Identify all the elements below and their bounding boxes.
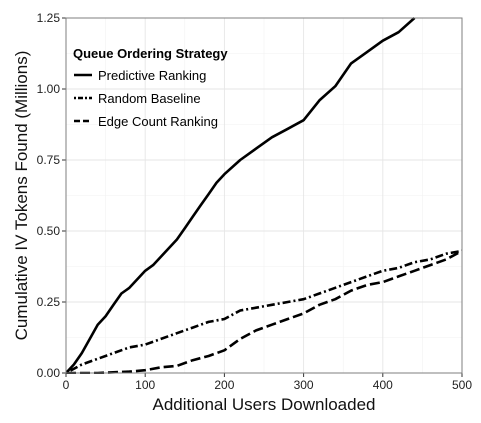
x-axis-title: Additional Users Downloaded — [152, 395, 375, 414]
legend-label-2: Random Baseline — [98, 91, 201, 106]
series-line-2 — [66, 249, 462, 374]
y-tick-label: 0.75 — [37, 153, 61, 167]
y-tick-label: 0.25 — [37, 295, 61, 309]
x-tick-label: 400 — [373, 378, 393, 392]
series-lines — [66, 17, 462, 374]
y-tick-labels: 0.00 0.25 0.50 0.75 1.00 1.25 — [37, 11, 61, 380]
x-tick-label: 500 — [452, 378, 472, 392]
y-tick-label: 0.50 — [37, 224, 61, 238]
legend-label-3: Edge Count Ranking — [98, 114, 218, 129]
axis-ticks — [62, 17, 463, 377]
x-tick-labels: 0 100 200 300 400 500 — [63, 378, 473, 392]
y-tick-label: 0.00 — [37, 366, 61, 380]
legend-items: Predictive Ranking Random Baseline Edge Co… — [74, 68, 218, 129]
x-tick-label: 100 — [135, 378, 155, 392]
legend: Queue Ordering Strategy Predictive Ranki… — [73, 46, 228, 129]
legend-label-1: Predictive Ranking — [98, 68, 206, 83]
legend-title: Queue Ordering Strategy — [73, 46, 228, 61]
y-tick-label: 1.00 — [37, 82, 61, 96]
x-tick-label: 300 — [294, 378, 314, 392]
x-tick-label: 0 — [63, 378, 70, 392]
grid-minor — [66, 18, 462, 373]
y-axis-title: Cumulative IV Tokens Found (Millions) — [12, 51, 31, 341]
series-line-1 — [66, 17, 416, 374]
plot-border — [65, 17, 463, 374]
x-tick-label: 200 — [214, 378, 234, 392]
series-line-3 — [66, 249, 462, 374]
y-tick-label: 1.25 — [37, 11, 61, 25]
